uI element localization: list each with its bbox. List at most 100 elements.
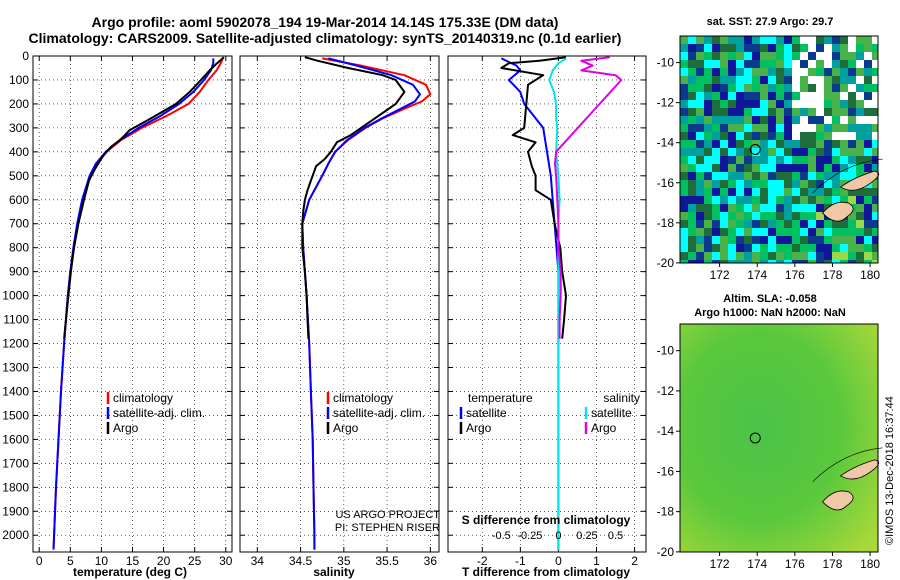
sst-cell xyxy=(688,36,696,44)
sst-cell xyxy=(736,92,744,100)
sst-cell xyxy=(800,92,808,100)
sst-cell xyxy=(864,164,872,172)
sst-cell xyxy=(696,68,704,76)
sst-cell xyxy=(872,148,878,156)
sst-cell xyxy=(824,76,832,84)
legend-label: climatology xyxy=(113,391,173,405)
sst-cell xyxy=(872,212,878,220)
sst-cell xyxy=(704,252,712,260)
sst-cell xyxy=(728,124,736,132)
sst-cell xyxy=(704,236,712,244)
sst-cell xyxy=(744,60,752,68)
sst-cell xyxy=(736,196,744,204)
sst-cell xyxy=(784,172,792,180)
y-tick-label: 0 xyxy=(22,49,29,63)
sst-cell xyxy=(784,220,792,228)
sst-cell xyxy=(856,252,864,260)
sst-cell xyxy=(680,228,688,236)
sst-cell xyxy=(784,52,792,60)
sst-cell xyxy=(768,156,776,164)
sst-cell xyxy=(752,116,760,124)
sst-cell xyxy=(792,132,800,140)
sst-cell xyxy=(680,156,688,164)
sst-cell xyxy=(800,228,808,236)
sst-cell xyxy=(744,116,752,124)
sst-cell xyxy=(864,124,872,132)
sst-cell xyxy=(704,244,712,252)
x-tick-label: 2 xyxy=(631,554,638,568)
sst-cell xyxy=(768,220,776,228)
y-tick-label: 200 xyxy=(9,97,29,111)
sst-cell xyxy=(864,68,872,76)
sst-cell xyxy=(824,196,832,204)
legend-s-label: Argo xyxy=(591,421,617,435)
lat-tick-label: -16 xyxy=(657,464,675,478)
sst-cell xyxy=(808,244,816,252)
sst-cell xyxy=(784,140,792,148)
sst-cell xyxy=(728,156,736,164)
sst-cell xyxy=(696,236,704,244)
sst-cell xyxy=(872,236,878,244)
sst-cell xyxy=(848,124,856,132)
header-line-1: Argo profile: aoml 5902078_194 19-Mar-20… xyxy=(92,14,559,30)
sst-cell xyxy=(872,100,878,108)
sst-cell xyxy=(712,172,720,180)
y-tick-label: 1800 xyxy=(2,480,29,494)
sst-cell xyxy=(824,108,832,116)
sst-cell xyxy=(768,180,776,188)
sst-cell xyxy=(784,108,792,116)
sst-cell xyxy=(784,148,792,156)
lat-tick-label: -14 xyxy=(657,136,675,150)
sst-cell xyxy=(824,124,832,132)
sst-cell xyxy=(688,260,696,263)
sst-cell xyxy=(760,180,768,188)
sst-cell xyxy=(808,100,816,108)
sst-cell xyxy=(704,140,712,148)
pi-credit: PI: STEPHEN RISER xyxy=(335,522,440,534)
sst-cell xyxy=(784,188,792,196)
sst-cell xyxy=(792,188,800,196)
sst-cell xyxy=(736,132,744,140)
sst-cell xyxy=(792,116,800,124)
sst-cell xyxy=(752,260,760,263)
sst-cell xyxy=(816,124,824,132)
sst-cell xyxy=(760,204,768,212)
sst-cell xyxy=(744,44,752,52)
sst-cell xyxy=(800,68,808,76)
sst-cell xyxy=(736,44,744,52)
sst-cell xyxy=(712,44,720,52)
sst-cell xyxy=(696,212,704,220)
sst-cell xyxy=(744,148,752,156)
x-tick-label: 5 xyxy=(67,554,74,568)
sst-cell xyxy=(832,180,840,188)
legend-t-label: satellite xyxy=(466,406,507,420)
sst-cell xyxy=(848,172,856,180)
y-tick-label: 2000 xyxy=(2,528,29,542)
lat-tick-label: -18 xyxy=(657,216,675,230)
sst-cell xyxy=(824,156,832,164)
sst-cell xyxy=(696,92,704,100)
sst-cell xyxy=(696,116,704,124)
lon-tick-label: 180 xyxy=(860,268,880,282)
sst-cell xyxy=(712,196,720,204)
sst-cell xyxy=(704,36,712,44)
sst-cell xyxy=(768,84,776,92)
sst-cell xyxy=(840,124,848,132)
sst-cell xyxy=(688,116,696,124)
x-tick-label: 15 xyxy=(126,554,140,568)
sst-cell xyxy=(792,100,800,108)
difference-xlabel: T difference from climatology xyxy=(462,565,630,579)
sst-cell xyxy=(696,164,704,172)
sst-cell xyxy=(816,36,824,44)
sst-cell xyxy=(696,180,704,188)
lat-tick-label: -14 xyxy=(657,424,675,438)
sst-cell xyxy=(704,68,712,76)
sst-cell xyxy=(840,44,848,52)
sst-cell xyxy=(736,52,744,60)
sst-cell xyxy=(720,164,728,172)
sst-cell xyxy=(824,260,832,263)
y-tick-label: 1200 xyxy=(2,337,29,351)
sst-cell xyxy=(752,108,760,116)
sst-cell xyxy=(784,84,792,92)
sst-cell xyxy=(864,148,872,156)
